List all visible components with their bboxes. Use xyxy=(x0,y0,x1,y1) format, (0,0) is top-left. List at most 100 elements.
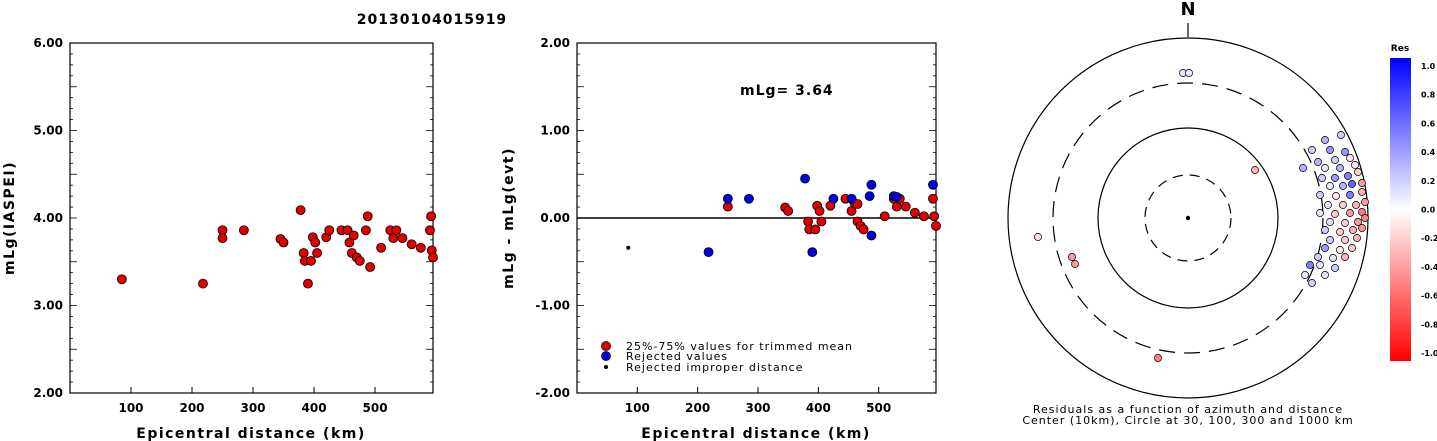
polar-point xyxy=(1358,188,1366,196)
polar-plot: N Residuals as a function of azimuth and… xyxy=(1007,0,1369,427)
middle-ylabel: mLg - mLg(evt) xyxy=(501,147,517,289)
middle-ytick-label: 0.00 xyxy=(540,211,570,225)
left-plot: 100 200 300 400 500 2.00 3.00 4.00 5.00 6.00 mLg(… xyxy=(2,36,438,441)
middle-point xyxy=(807,247,818,258)
polar-caption-2: Center (10km), Circle at 30, 100, 300 an… xyxy=(1022,414,1353,427)
colorbar-tick-label: 0.8 xyxy=(1421,91,1436,100)
middle-points xyxy=(626,173,941,258)
polar-point xyxy=(1068,253,1076,261)
polar-point xyxy=(1348,180,1356,188)
left-point xyxy=(198,278,208,289)
polar-point xyxy=(1306,261,1314,269)
polar-point xyxy=(1341,148,1349,156)
middle-point xyxy=(846,193,857,204)
left-point xyxy=(238,225,249,236)
colorbar-scale xyxy=(1390,58,1411,361)
middle-point xyxy=(866,230,877,241)
polar-point xyxy=(1344,172,1352,180)
ring-100km xyxy=(1097,127,1279,309)
left-xtick-label: 300 xyxy=(240,401,265,415)
polar-point xyxy=(1326,218,1334,226)
left-point xyxy=(360,225,371,236)
middle-point xyxy=(929,211,940,222)
polar-point xyxy=(1326,146,1334,154)
left-point xyxy=(426,211,437,222)
legend-swatch-black xyxy=(604,365,608,369)
polar-point xyxy=(1326,182,1334,190)
middle-point xyxy=(744,193,754,204)
left-ytick-label: 5.00 xyxy=(33,124,63,138)
middle-ytick-label: -2.00 xyxy=(535,386,570,400)
left-point xyxy=(312,248,322,258)
left-point xyxy=(362,211,373,222)
ring-30km xyxy=(1144,174,1232,262)
middle-point xyxy=(722,193,733,204)
left-point xyxy=(365,262,376,272)
middle-point xyxy=(810,224,821,235)
polar-point xyxy=(1346,191,1354,199)
middle-ytick-label: -1.00 xyxy=(535,299,570,313)
left-point xyxy=(415,242,426,253)
polar-point xyxy=(1336,164,1344,172)
polar-point xyxy=(1321,136,1329,144)
polar-point xyxy=(1341,253,1349,261)
legend: 25%-75% values for trimmed mean Rejected… xyxy=(601,340,852,374)
polar-point xyxy=(1348,244,1356,252)
middle-point xyxy=(828,193,839,204)
polar-point xyxy=(1154,354,1162,362)
polar-point xyxy=(1352,201,1360,209)
left-point xyxy=(428,252,438,263)
polar-point xyxy=(1336,228,1344,236)
left-ytick-label: 2.00 xyxy=(33,386,63,400)
left-point xyxy=(406,239,417,250)
middle-xtick-label: 400 xyxy=(806,401,831,415)
colorbar-tick-label: -0.6 xyxy=(1421,292,1437,301)
middle-xtick-label: 300 xyxy=(745,401,770,415)
left-ylabel: mLg(IASPEI) xyxy=(2,161,18,275)
polar-point xyxy=(1299,164,1307,172)
left-xtick-label: 200 xyxy=(179,401,204,415)
polar-point xyxy=(1351,161,1359,169)
polar-point xyxy=(1336,246,1344,254)
polar-point xyxy=(1354,168,1362,176)
colorbar-tick-label: 1.0 xyxy=(1421,62,1436,71)
polar-point xyxy=(1353,234,1361,242)
middle-point xyxy=(928,179,938,190)
ring-300km xyxy=(1052,82,1324,354)
left-plot-frame xyxy=(69,42,434,394)
middle-point xyxy=(703,247,714,258)
polar-point xyxy=(1354,218,1362,226)
left-point xyxy=(391,225,402,236)
polar-point xyxy=(1346,154,1354,162)
middle-plot: 100 200 300 400 500 -2.00 -1.00 0.00 1.00 2.00 mL… xyxy=(501,36,941,441)
polar-point xyxy=(1308,146,1316,154)
middle-point xyxy=(900,201,911,212)
legend-item-3: Rejected improper distance xyxy=(626,361,804,374)
left-xtick-label: 400 xyxy=(302,401,327,415)
middle-point xyxy=(800,173,810,184)
middle-xtick-label: 200 xyxy=(685,401,710,415)
polar-point xyxy=(1324,201,1332,209)
polar-points xyxy=(1034,69,1369,362)
middle-ytick-label: 2.00 xyxy=(540,36,570,50)
left-point xyxy=(295,205,306,216)
polar-point xyxy=(1316,209,1324,217)
polar-point xyxy=(1308,279,1316,287)
left-ytick-label: 4.00 xyxy=(33,211,63,225)
polar-point xyxy=(1314,158,1322,166)
left-point xyxy=(348,230,359,241)
center-dot xyxy=(1185,215,1191,221)
middle-point xyxy=(858,224,869,235)
legend-item-2: Rejected values xyxy=(626,350,728,363)
middle-point xyxy=(891,192,902,202)
polar-point xyxy=(1321,164,1329,172)
colorbar-title: Res xyxy=(1391,44,1409,54)
colorbar-tick-label: -0.4 xyxy=(1421,263,1437,272)
polar-point xyxy=(1326,236,1334,244)
middle-ticks: 100 200 300 400 500 -2.00 -1.00 0.00 1.00 2.00 xyxy=(535,36,936,415)
polar-point xyxy=(1318,174,1326,182)
polar-point xyxy=(1341,219,1349,227)
polar-point xyxy=(1251,166,1259,174)
middle-point xyxy=(783,206,794,216)
